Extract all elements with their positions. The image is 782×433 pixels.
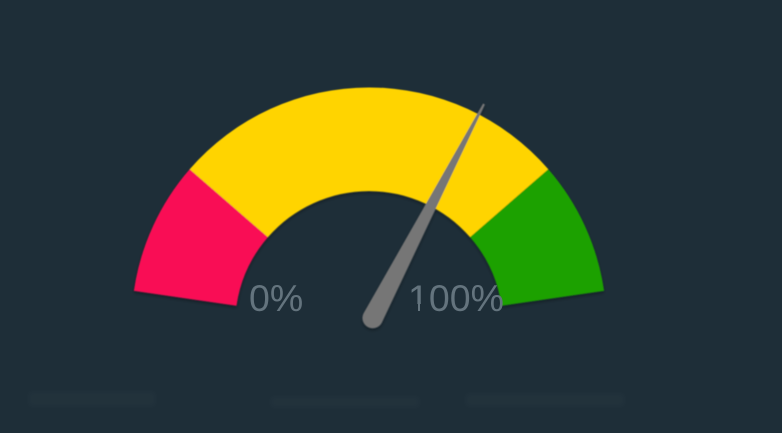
svg-text:0%: 0%	[249, 277, 303, 319]
